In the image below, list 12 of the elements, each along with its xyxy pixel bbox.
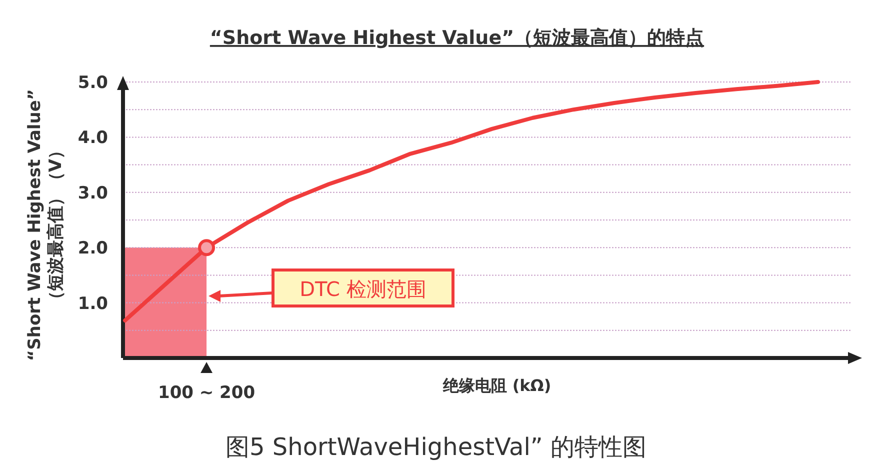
x-tick-label: 100 ~ 200 [158,383,256,403]
y-tick-label: 2.0 [78,238,108,259]
x-axis-title: 绝缘电阻 (kΩ) [442,376,552,395]
y-tick-label: 4.0 [78,128,108,148]
y-axis-title: “Short Wave Highest Value”（短波最高值）（V） [25,88,66,362]
y-tick-label: 1.0 [78,294,108,314]
annotation: DTC 检测范围 [300,277,426,301]
chart-title: “Short Wave Highest Value”（短波最高值）的特点 [210,27,704,49]
caption: 图5 ShortWaveHighestVal” 的特性图 [225,433,647,461]
y-tick-label: 5.0 [78,73,108,93]
line-series [123,80,820,322]
y-tick-label: 3.0 [78,183,108,204]
